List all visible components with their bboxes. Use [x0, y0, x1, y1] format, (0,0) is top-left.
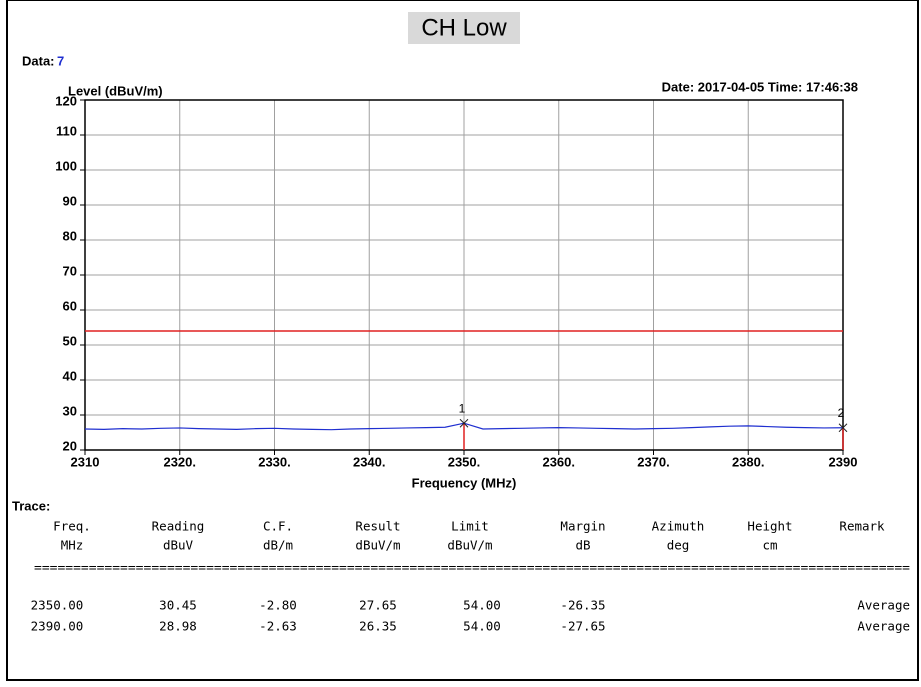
- x-tick-label: 2370.: [637, 454, 670, 469]
- cell: 54.00: [463, 598, 501, 613]
- table-title: Trace:: [12, 498, 50, 513]
- y-tick-label: 40: [63, 368, 77, 383]
- x-tick-label: 2320.: [163, 454, 196, 469]
- separator: ========================================…: [34, 560, 910, 575]
- cell: 54.00: [463, 619, 501, 634]
- date: Date: 2017-04-05 Time: 17:46:38: [662, 79, 858, 94]
- cell: 27.65: [359, 598, 397, 613]
- column-name: Margin: [560, 519, 605, 534]
- marker-stroke: [838, 423, 848, 433]
- y-tick-label: 100: [55, 158, 77, 173]
- y-axis-label: Level (dBuV/m): [68, 83, 163, 98]
- y-tick-label: 110: [56, 123, 77, 138]
- x-tick-label: 2310: [71, 454, 100, 469]
- column-name: C.F.: [263, 519, 293, 534]
- cell: -26.35: [560, 598, 605, 613]
- marker: [459, 418, 469, 428]
- column-name: Azimuth: [652, 519, 705, 534]
- y-tick-label: 60: [63, 298, 77, 313]
- column-unit: dBuV/m: [447, 538, 492, 553]
- y-tick-label: 120: [55, 93, 77, 108]
- y-tick-label: 20: [63, 438, 77, 453]
- column-unit: dBuV/m: [355, 538, 400, 553]
- subtitle-bg: [408, 12, 520, 44]
- column-unit: dB/m: [263, 538, 293, 553]
- x-tick-label: 2350.: [448, 454, 481, 469]
- subtitle: CH Low: [421, 14, 507, 41]
- column-unit: cm: [762, 538, 777, 553]
- cell: Average: [857, 598, 910, 613]
- data-label: Data:: [22, 53, 55, 68]
- cell: 30.45: [159, 598, 197, 613]
- column-unit: dB: [575, 538, 590, 553]
- x-axis-label: Frequency (MHz): [412, 475, 517, 490]
- data-id: 7: [57, 53, 64, 68]
- cell: 26.35: [359, 619, 397, 634]
- column-unit: MHz: [61, 538, 84, 553]
- cell: 2390.00: [31, 619, 84, 634]
- column-name: Remark: [839, 519, 885, 534]
- cell: Average: [857, 619, 910, 634]
- cell: 2350.00: [31, 598, 84, 613]
- column-name: Height: [747, 519, 792, 534]
- x-tick-label: 2390: [829, 454, 858, 469]
- y-tick-label: 90: [63, 193, 77, 208]
- x-tick-label: 2340.: [353, 454, 386, 469]
- cell: -2.63: [259, 619, 297, 634]
- column-unit: deg: [667, 538, 690, 553]
- column-name: Result: [355, 519, 400, 534]
- cell: -27.65: [560, 619, 605, 634]
- x-tick-label: 2330.: [258, 454, 291, 469]
- y-tick-label: 30: [63, 403, 77, 418]
- cell: 28.98: [159, 619, 197, 634]
- x-tick-label: 2380.: [732, 454, 765, 469]
- cell: -2.80: [259, 598, 297, 613]
- column-unit: dBuV: [163, 538, 194, 553]
- marker-label: 1: [459, 401, 466, 415]
- column-name: Reading: [152, 519, 205, 534]
- marker-label: 2: [838, 406, 845, 420]
- column-name: Limit: [451, 519, 489, 534]
- y-tick-label: 50: [63, 333, 77, 348]
- x-tick-label: 2360.: [542, 454, 575, 469]
- y-tick-label: 70: [63, 263, 77, 278]
- column-name: Freq.: [53, 519, 91, 534]
- marker: [838, 423, 848, 433]
- y-tick-label: 80: [63, 228, 77, 243]
- marker-stroke: [459, 418, 469, 428]
- frame: [6, 0, 919, 681]
